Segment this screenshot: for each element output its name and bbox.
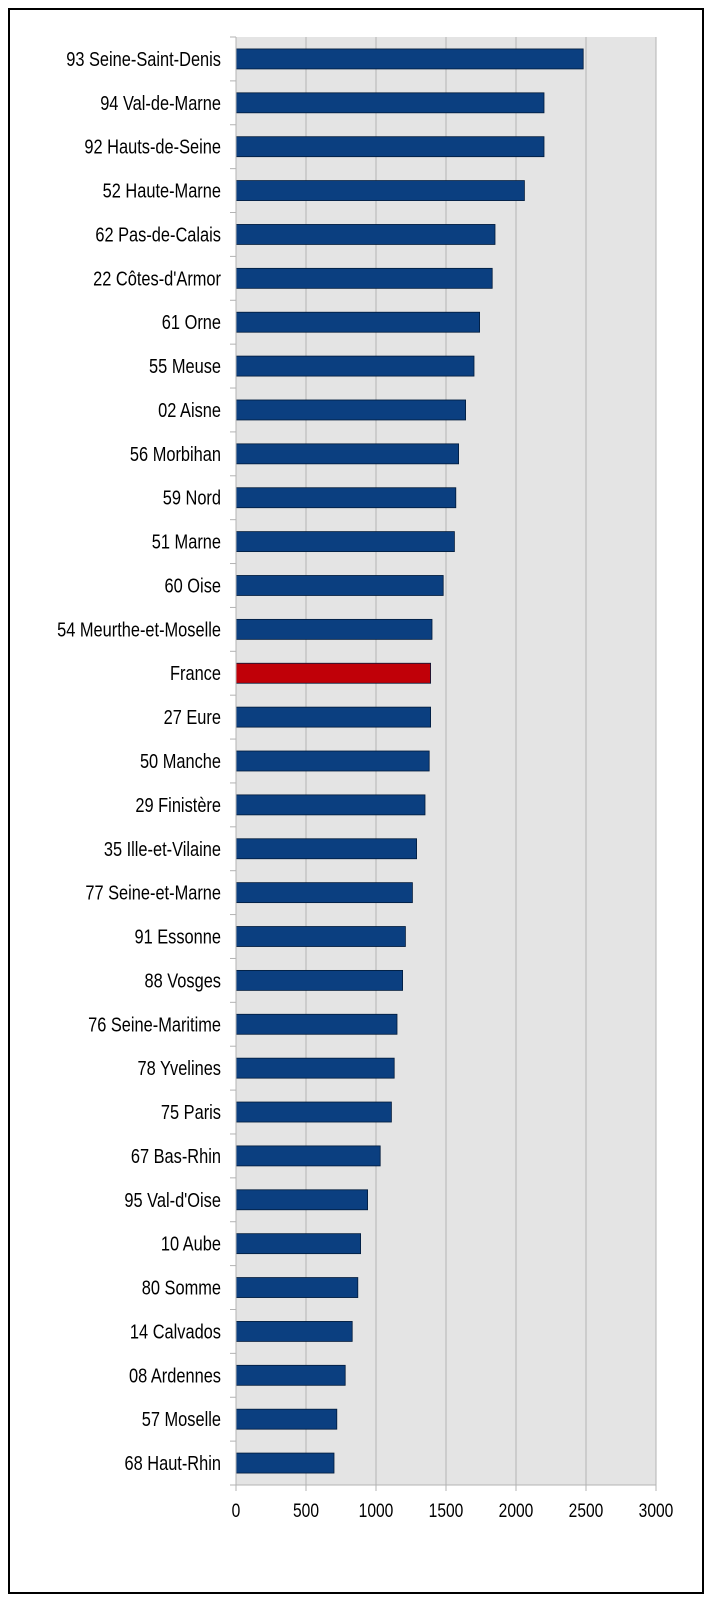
bar	[235, 1408, 338, 1430]
category-label: 67 Bas-Rhin	[131, 1144, 221, 1167]
category-label: 29 Finistère	[135, 793, 221, 816]
bar	[235, 618, 433, 640]
category-label: 92 Hauts-de-Seine	[84, 135, 221, 158]
x-tick-label: 1500	[429, 1500, 464, 1522]
category-label: 54 Meurthe-et-Moselle	[57, 618, 221, 641]
bar-chart: 93 Seine-Saint-Denis 94 Val-de-Marne 92 Ha…	[57, 36, 674, 1522]
x-tick-label: 3000	[639, 1500, 674, 1522]
bar	[235, 136, 545, 158]
category-label: 75 Paris	[161, 1100, 221, 1123]
bar	[235, 882, 413, 904]
category-labels: 93 Seine-Saint-Denis 94 Val-de-Marne 92 Ha…	[57, 47, 221, 1474]
bar	[235, 399, 467, 421]
category-label: 59 Nord	[163, 486, 221, 509]
x-tick-label: 2000	[499, 1500, 534, 1522]
bar	[235, 443, 460, 465]
category-label: 10 Aube	[161, 1232, 221, 1255]
bar	[235, 1101, 392, 1123]
bar	[235, 487, 457, 509]
bar	[235, 1364, 346, 1386]
bar	[235, 92, 545, 114]
category-label: 22 Côtes-d'Armor	[93, 267, 221, 290]
category-label: France	[170, 662, 221, 685]
bar	[235, 706, 432, 728]
category-label: 78 Yvelines	[138, 1057, 221, 1080]
category-label: 88 Vosges	[144, 969, 221, 992]
category-label: 14 Calvados	[130, 1320, 221, 1343]
category-label: 95 Val-d'Oise	[124, 1188, 221, 1211]
bar	[235, 224, 496, 245]
bar	[235, 1145, 381, 1167]
category-label: 08 Ardennes	[129, 1364, 221, 1387]
bar	[235, 1013, 398, 1035]
bars	[235, 48, 584, 1474]
bar	[235, 969, 404, 991]
category-label: 80 Somme	[142, 1276, 221, 1299]
x-tick-label: 2500	[569, 1500, 604, 1522]
x-tick-label: 500	[293, 1500, 319, 1522]
x-tick-labels: 0 500 1000 1500 2000 2500 3000	[232, 1500, 674, 1522]
bar	[235, 1057, 395, 1079]
bar-highlight	[235, 662, 432, 684]
category-label: 57 Moselle	[142, 1408, 221, 1431]
x-tick-label: 1000	[359, 1500, 394, 1522]
bar	[235, 531, 455, 553]
bar	[235, 1233, 361, 1255]
category-label: 94 Val-de-Marne	[100, 91, 221, 114]
category-label: 55 Meuse	[149, 355, 221, 378]
category-label: 60 Oise	[165, 574, 221, 597]
bar	[235, 1189, 369, 1211]
category-label: 52 Haute-Marne	[103, 179, 221, 202]
bar	[235, 180, 525, 201]
bar	[235, 355, 475, 377]
bar	[235, 575, 444, 596]
bar	[235, 838, 418, 860]
category-label: 93 Seine-Saint-Denis	[66, 47, 221, 70]
bar	[235, 48, 584, 70]
bar	[235, 926, 406, 947]
category-label: 76 Seine-Maritime	[88, 1013, 221, 1036]
bar	[235, 1277, 359, 1298]
category-label: 56 Morbihan	[130, 442, 221, 465]
bar	[235, 267, 493, 289]
axes	[230, 36, 656, 1486]
category-label: 61 Orne	[162, 311, 221, 334]
x-tick-label: 0	[232, 1500, 241, 1522]
category-label: 68 Haut-Rhin	[124, 1451, 221, 1474]
chart-frame: 93 Seine-Saint-Denis 94 Val-de-Marne 92 Ha…	[8, 8, 704, 1594]
bar	[235, 311, 481, 333]
category-label: 02 Aisne	[158, 398, 221, 421]
category-label: 62 Pas-de-Calais	[95, 223, 221, 246]
category-label: 27 Eure	[164, 706, 221, 729]
category-label: 77 Seine-et-Marne	[85, 881, 221, 904]
bar	[235, 1452, 335, 1474]
bar	[235, 750, 430, 772]
bar	[235, 794, 426, 816]
bar	[235, 1321, 353, 1342]
category-label: 91 Essonne	[134, 925, 221, 948]
category-label: 51 Marne	[152, 530, 221, 553]
category-label: 50 Manche	[140, 749, 221, 772]
category-label: 35 Ille-et-Vilaine	[104, 837, 221, 860]
